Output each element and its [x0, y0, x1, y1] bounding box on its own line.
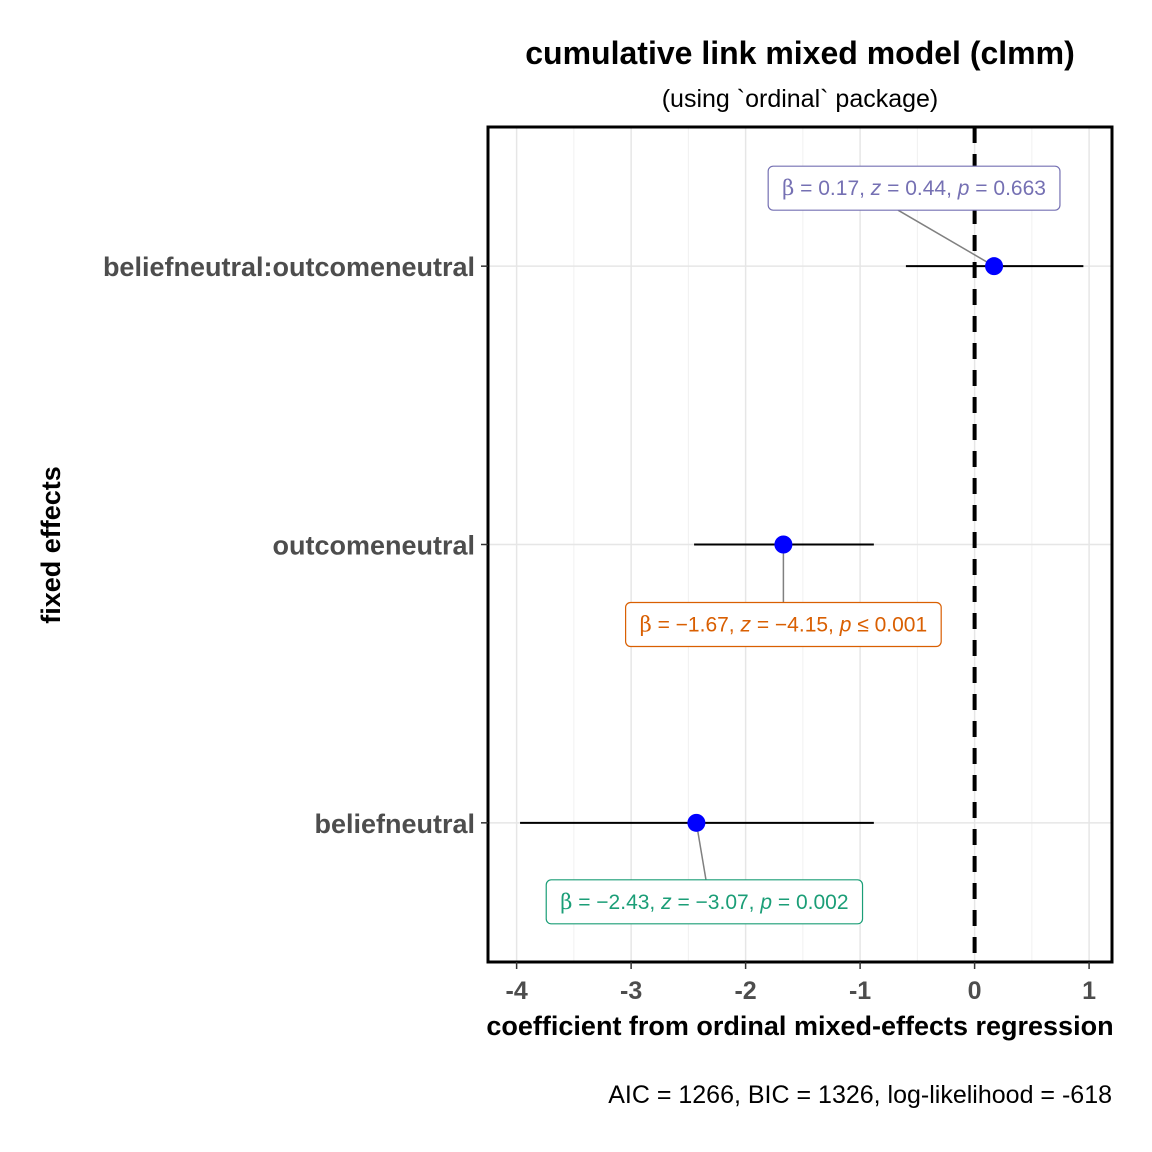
- estimate-label: β = −1.67, z = −4.15, p ≤ 0.001: [625, 601, 942, 648]
- chart-title: cumulative link mixed model (clmm): [525, 35, 1074, 71]
- x-axis-label: coefficient from ordinal mixed-effects r…: [486, 1011, 1113, 1041]
- y-tick-label: outcomeneutral: [272, 531, 475, 561]
- estimate-label-text: β = 0.17, z = 0.44, p = 0.663: [782, 176, 1046, 200]
- y-tick-label: beliefneutral:outcomeneutral: [103, 252, 475, 282]
- model-fit-caption: AIC = 1266, BIC = 1326, log-likelihood =…: [608, 1081, 1112, 1109]
- label-connector: [897, 209, 995, 267]
- estimate-label-text: β = −2.43, z = −3.07, p = 0.002: [560, 890, 848, 914]
- x-tick-label: -1: [849, 977, 871, 1005]
- x-axis-ticks: -4 -3 -2 -1 0 1: [506, 962, 1096, 1005]
- estimate-label: β = 0.17, z = 0.44, p = 0.663: [767, 165, 1061, 211]
- x-tick-label: 0: [968, 977, 982, 1005]
- estimate-point: [687, 813, 706, 832]
- y-axis-ticks: beliefneutral outcomeneutral beliefneutral…: [103, 252, 488, 839]
- y-axis-label: fixed effects: [36, 466, 66, 624]
- x-tick-label: -2: [734, 977, 756, 1005]
- x-tick-label: 1: [1082, 977, 1096, 1005]
- x-tick-label: -4: [506, 977, 528, 1005]
- estimate-point: [985, 257, 1004, 276]
- estimate-label-box: [625, 601, 942, 648]
- label-connector: [695, 822, 707, 880]
- estimate-label: β = −2.43, z = −3.07, p = 0.002: [545, 879, 864, 925]
- estimate-point: [774, 535, 793, 554]
- plot-marks: β = 0.17, z = 0.44, p = 0.663 β = −1.67, …: [520, 165, 1084, 925]
- x-tick-label: -3: [620, 977, 642, 1005]
- chart-subtitle: (using `ordinal` package): [662, 85, 939, 113]
- estimate-label-box: [767, 165, 1061, 211]
- estimate-label-text: β = −1.67, z = −4.15, p ≤ 0.001: [640, 613, 928, 637]
- estimate-label-box: [545, 879, 864, 925]
- y-tick-label: beliefneutral: [314, 809, 475, 839]
